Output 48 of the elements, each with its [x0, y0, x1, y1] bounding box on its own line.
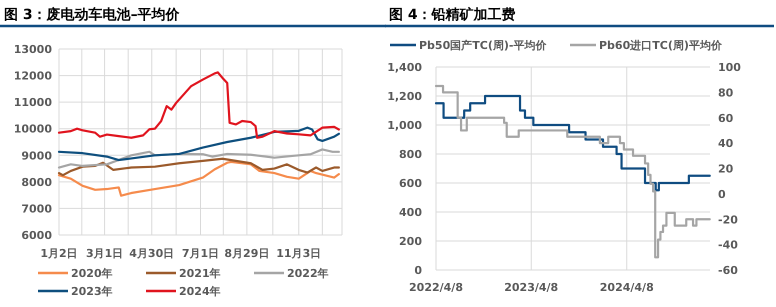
y2-tick-label: 100	[718, 61, 742, 74]
y2-tick-label: -60	[718, 264, 738, 277]
y2-tick-label: 40	[718, 137, 734, 150]
y2-tick-label: -20	[718, 213, 738, 226]
legend-label: 2021年	[179, 267, 221, 280]
y2-tick-label: 80	[718, 86, 734, 100]
x-tick-label: 1月2日	[40, 247, 78, 260]
x-tick-label: 4月30日	[129, 247, 174, 260]
y-tick-label: 12000	[14, 70, 52, 83]
y-tick-label: 800	[399, 148, 422, 161]
x-tick-label: 11月3日	[276, 247, 322, 260]
legend-label: 2022年	[287, 267, 329, 280]
line-series	[58, 71, 340, 139]
chart-title: 图 3：废电动车电池–平均价	[4, 6, 181, 23]
x-tick-label: 2022/4/8	[409, 281, 463, 294]
legend-label: 2023年	[71, 285, 113, 298]
y2-tick-label: 20	[718, 162, 734, 176]
line-series	[58, 148, 340, 169]
y-tick-label: 11000	[14, 96, 52, 110]
y-tick-label: 6000	[21, 229, 52, 242]
legend-label: Pb60进口TC(周)平均价	[599, 39, 723, 52]
x-tick-label: 2024/4/8	[600, 281, 654, 294]
x-tick-label: 3月1日	[86, 247, 124, 260]
y2-tick-label: 0	[718, 188, 726, 201]
y2-tick-label: -40	[718, 238, 738, 252]
y-tick-label: 7000	[21, 202, 52, 216]
y-tick-label: 0	[414, 264, 422, 277]
y2-tick-label: 60	[718, 112, 734, 125]
y-tick-label: 1,200	[387, 90, 422, 103]
x-tick-label: 8月29日	[224, 247, 270, 260]
y-tick-label: 9000	[21, 149, 52, 162]
chart-title: 图 4：铅精矿加工费	[389, 6, 516, 23]
line-series	[58, 160, 340, 197]
legend-label: 2024年	[179, 285, 221, 298]
line-series	[58, 126, 340, 162]
y-tick-label: 600	[399, 177, 422, 190]
y-tick-label: 10000	[14, 122, 52, 136]
line-series	[58, 158, 340, 176]
y-tick-label: 8000	[21, 176, 52, 189]
y-tick-label: 400	[399, 206, 422, 219]
legend-label: Pb50国产TC(周)-平均价	[419, 39, 548, 52]
x-tick-label: 2023/4/8	[504, 281, 558, 294]
legend-label: 2020年	[71, 267, 113, 280]
x-tick-label: 7月1日	[182, 247, 220, 260]
y-tick-label: 200	[399, 235, 422, 248]
y-tick-label: 1,400	[387, 61, 422, 74]
y-tick-label: 1,000	[387, 119, 422, 132]
y-tick-label: 13000	[14, 43, 52, 56]
